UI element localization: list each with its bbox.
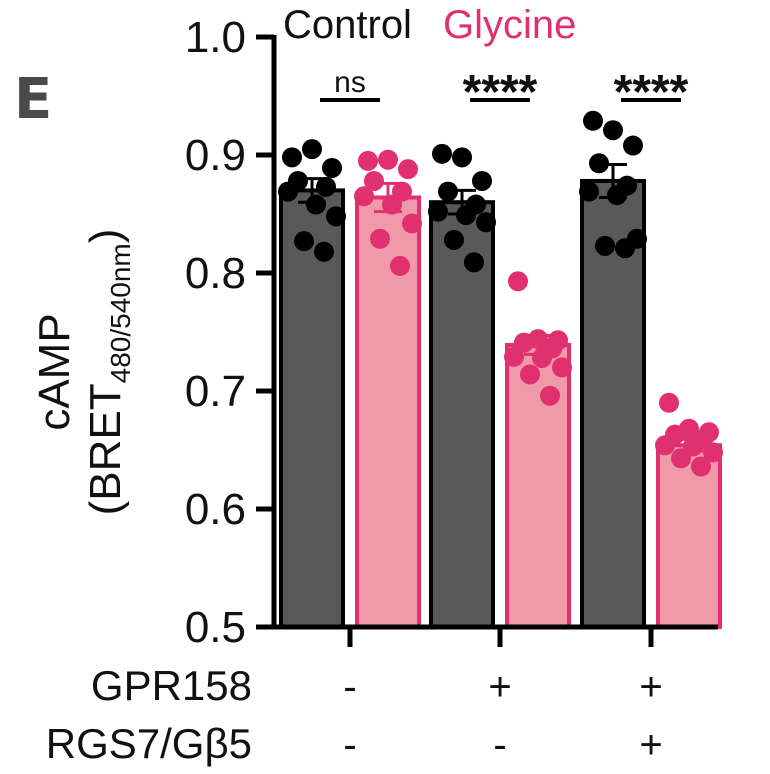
y-axis-title: cAMP (BRET480/540nm)	[30, 229, 136, 516]
data-point-control	[472, 170, 492, 191]
panel-label: E	[14, 67, 52, 132]
data-point-glycine	[671, 448, 691, 469]
bar-control-1	[279, 188, 345, 629]
row-value: +	[639, 723, 662, 767]
data-point-control	[579, 181, 599, 202]
data-point-glycine	[364, 170, 384, 191]
data-point-glycine	[354, 186, 374, 207]
y-tick-label: 0.9	[185, 131, 246, 180]
data-point-glycine	[390, 255, 410, 276]
data-point-control	[326, 206, 346, 227]
data-point-glycine	[504, 346, 524, 367]
data-point-control	[623, 135, 643, 156]
y-axis-title-subscript: 480/540nm	[105, 243, 136, 383]
y-axis-title-line2: (BRET480/540nm)	[81, 229, 136, 516]
significance-label: ns	[334, 66, 366, 99]
data-point-glycine	[691, 456, 711, 477]
data-point-control	[583, 110, 603, 131]
data-point-glycine	[520, 364, 540, 385]
y-axis-title-close: )	[81, 229, 130, 244]
y-axis-title-line1: cAMP	[30, 313, 79, 430]
data-point-control	[452, 147, 472, 168]
data-point-control	[595, 235, 615, 256]
y-axis: 0.5 0.6 0.7 0.8 0.9 1.0	[185, 13, 277, 652]
y-axis-title-main: (BRET	[81, 383, 130, 515]
data-point-control	[464, 252, 484, 273]
y-tick-label: 1.0	[185, 13, 246, 62]
data-point-control	[476, 212, 496, 233]
data-point-glycine	[514, 332, 534, 353]
data-point-glycine	[378, 149, 398, 170]
data-point-glycine	[659, 392, 679, 413]
data-point-glycine	[508, 271, 528, 292]
data-point-control	[294, 231, 314, 252]
bar-glycine-1	[355, 195, 421, 629]
data-point-glycine	[402, 213, 422, 234]
data-point-control	[282, 147, 302, 168]
row-label: GPR158	[91, 662, 252, 709]
data-point-glycine	[398, 159, 418, 180]
x-axis	[272, 624, 718, 647]
data-point-control	[607, 185, 627, 206]
data-point-control	[444, 229, 464, 250]
row-label: RGS7/Gβ5	[46, 720, 252, 767]
data-point-control	[615, 238, 635, 259]
row-value: -	[343, 665, 356, 709]
row-value: +	[488, 665, 511, 709]
row-value: +	[639, 665, 662, 709]
bar-glycine-3	[656, 443, 722, 629]
data-point-control	[316, 176, 336, 197]
y-tick-label: 0.5	[185, 603, 246, 652]
data-point-control	[322, 157, 342, 178]
data-point-control	[603, 120, 623, 141]
data-point-control	[314, 241, 334, 262]
data-point-glycine	[532, 347, 552, 368]
data-point-control	[278, 181, 298, 202]
data-point-glycine	[655, 435, 675, 456]
data-point-control	[306, 194, 326, 215]
row-value: -	[343, 723, 356, 767]
bars: ns **** ****	[278, 66, 723, 630]
row-value: -	[493, 723, 506, 767]
data-point-glycine	[540, 385, 560, 406]
data-point-control	[302, 139, 322, 160]
bar-control-2	[429, 200, 495, 629]
condition-rows: GPR158 - + + RGS7/Gβ5 - - +	[46, 662, 663, 767]
data-point-glycine	[552, 357, 572, 378]
data-point-glycine	[703, 442, 723, 463]
data-point-control	[432, 143, 452, 164]
data-point-control	[428, 201, 448, 222]
legend-label-control: Control	[283, 3, 412, 47]
data-point-glycine	[358, 150, 378, 171]
data-point-glycine	[370, 228, 390, 249]
legend: Control Glycine	[283, 3, 576, 47]
legend-label-glycine: Glycine	[443, 3, 576, 47]
y-tick-label: 0.6	[185, 485, 246, 534]
significance-label: ****	[463, 66, 538, 119]
significance-label: ****	[614, 66, 689, 119]
y-tick-label: 0.8	[185, 249, 246, 298]
bar-glycine-2	[505, 342, 571, 629]
y-tick-label: 0.7	[185, 367, 246, 416]
